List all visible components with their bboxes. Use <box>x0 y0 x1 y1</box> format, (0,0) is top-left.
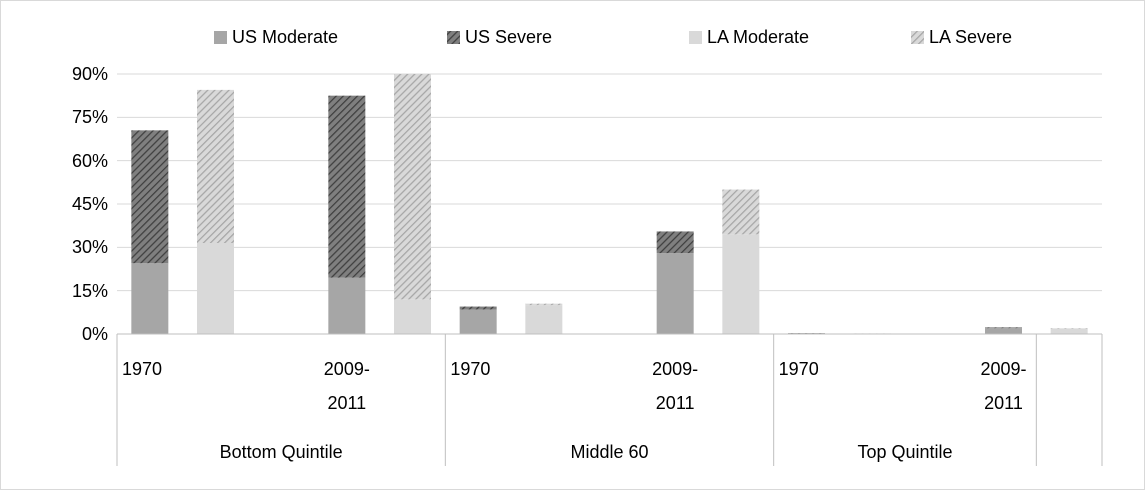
bar-segment <box>1050 328 1088 334</box>
x-subgroup-label: 1970 <box>122 359 163 379</box>
x-group-label: Middle 60 <box>570 442 649 462</box>
bar-segment <box>131 130 169 264</box>
y-tick-label: 75% <box>71 107 108 128</box>
bar-segment <box>394 299 431 334</box>
bar-segment <box>525 303 563 306</box>
bar-segment <box>656 253 694 334</box>
x-subgroup-label: 1970 <box>778 359 819 379</box>
y-tick-label: 60% <box>71 150 108 171</box>
bar-segment <box>722 234 760 334</box>
legend-swatch <box>689 31 702 44</box>
x-subgroup-label: 2009-2011 <box>652 359 699 413</box>
legend-label: LA Severe <box>929 27 1013 47</box>
bar-segment <box>328 95 366 278</box>
legend-swatch <box>911 31 924 44</box>
bar-segment <box>131 263 169 334</box>
bar-segment <box>197 89 234 243</box>
legend-label: LA Moderate <box>707 27 810 47</box>
bar-segment <box>459 306 497 310</box>
bar-segment <box>985 327 1022 329</box>
y-tick-label: 0% <box>81 324 108 344</box>
x-subgroup-label: 1970 <box>450 359 491 379</box>
bar-segment <box>722 189 760 235</box>
legend-label: US Moderate <box>232 27 339 47</box>
y-tick-label: 15% <box>71 280 108 301</box>
bar-segment <box>328 277 366 334</box>
bar-segment <box>985 328 1022 334</box>
bar-segment <box>394 74 431 300</box>
x-group-label: Top Quintile <box>857 442 953 462</box>
legend-label: US Severe <box>465 27 553 47</box>
x-subgroup-label: 2009-2011 <box>980 359 1027 413</box>
bar-segment <box>656 231 694 254</box>
bar-segment <box>1050 328 1088 329</box>
x-subgroup-label: 2009-2011 <box>323 359 370 413</box>
legend-swatch <box>214 31 227 44</box>
y-tick-label: 90% <box>71 64 108 84</box>
bar-segment <box>525 305 563 334</box>
y-tick-label: 45% <box>71 194 108 214</box>
y-tick-label: 30% <box>71 237 108 258</box>
x-group-label: Bottom Quintile <box>219 442 343 462</box>
legend-swatch <box>447 31 460 44</box>
bar-segment <box>197 243 234 334</box>
bar-segment <box>459 309 497 334</box>
